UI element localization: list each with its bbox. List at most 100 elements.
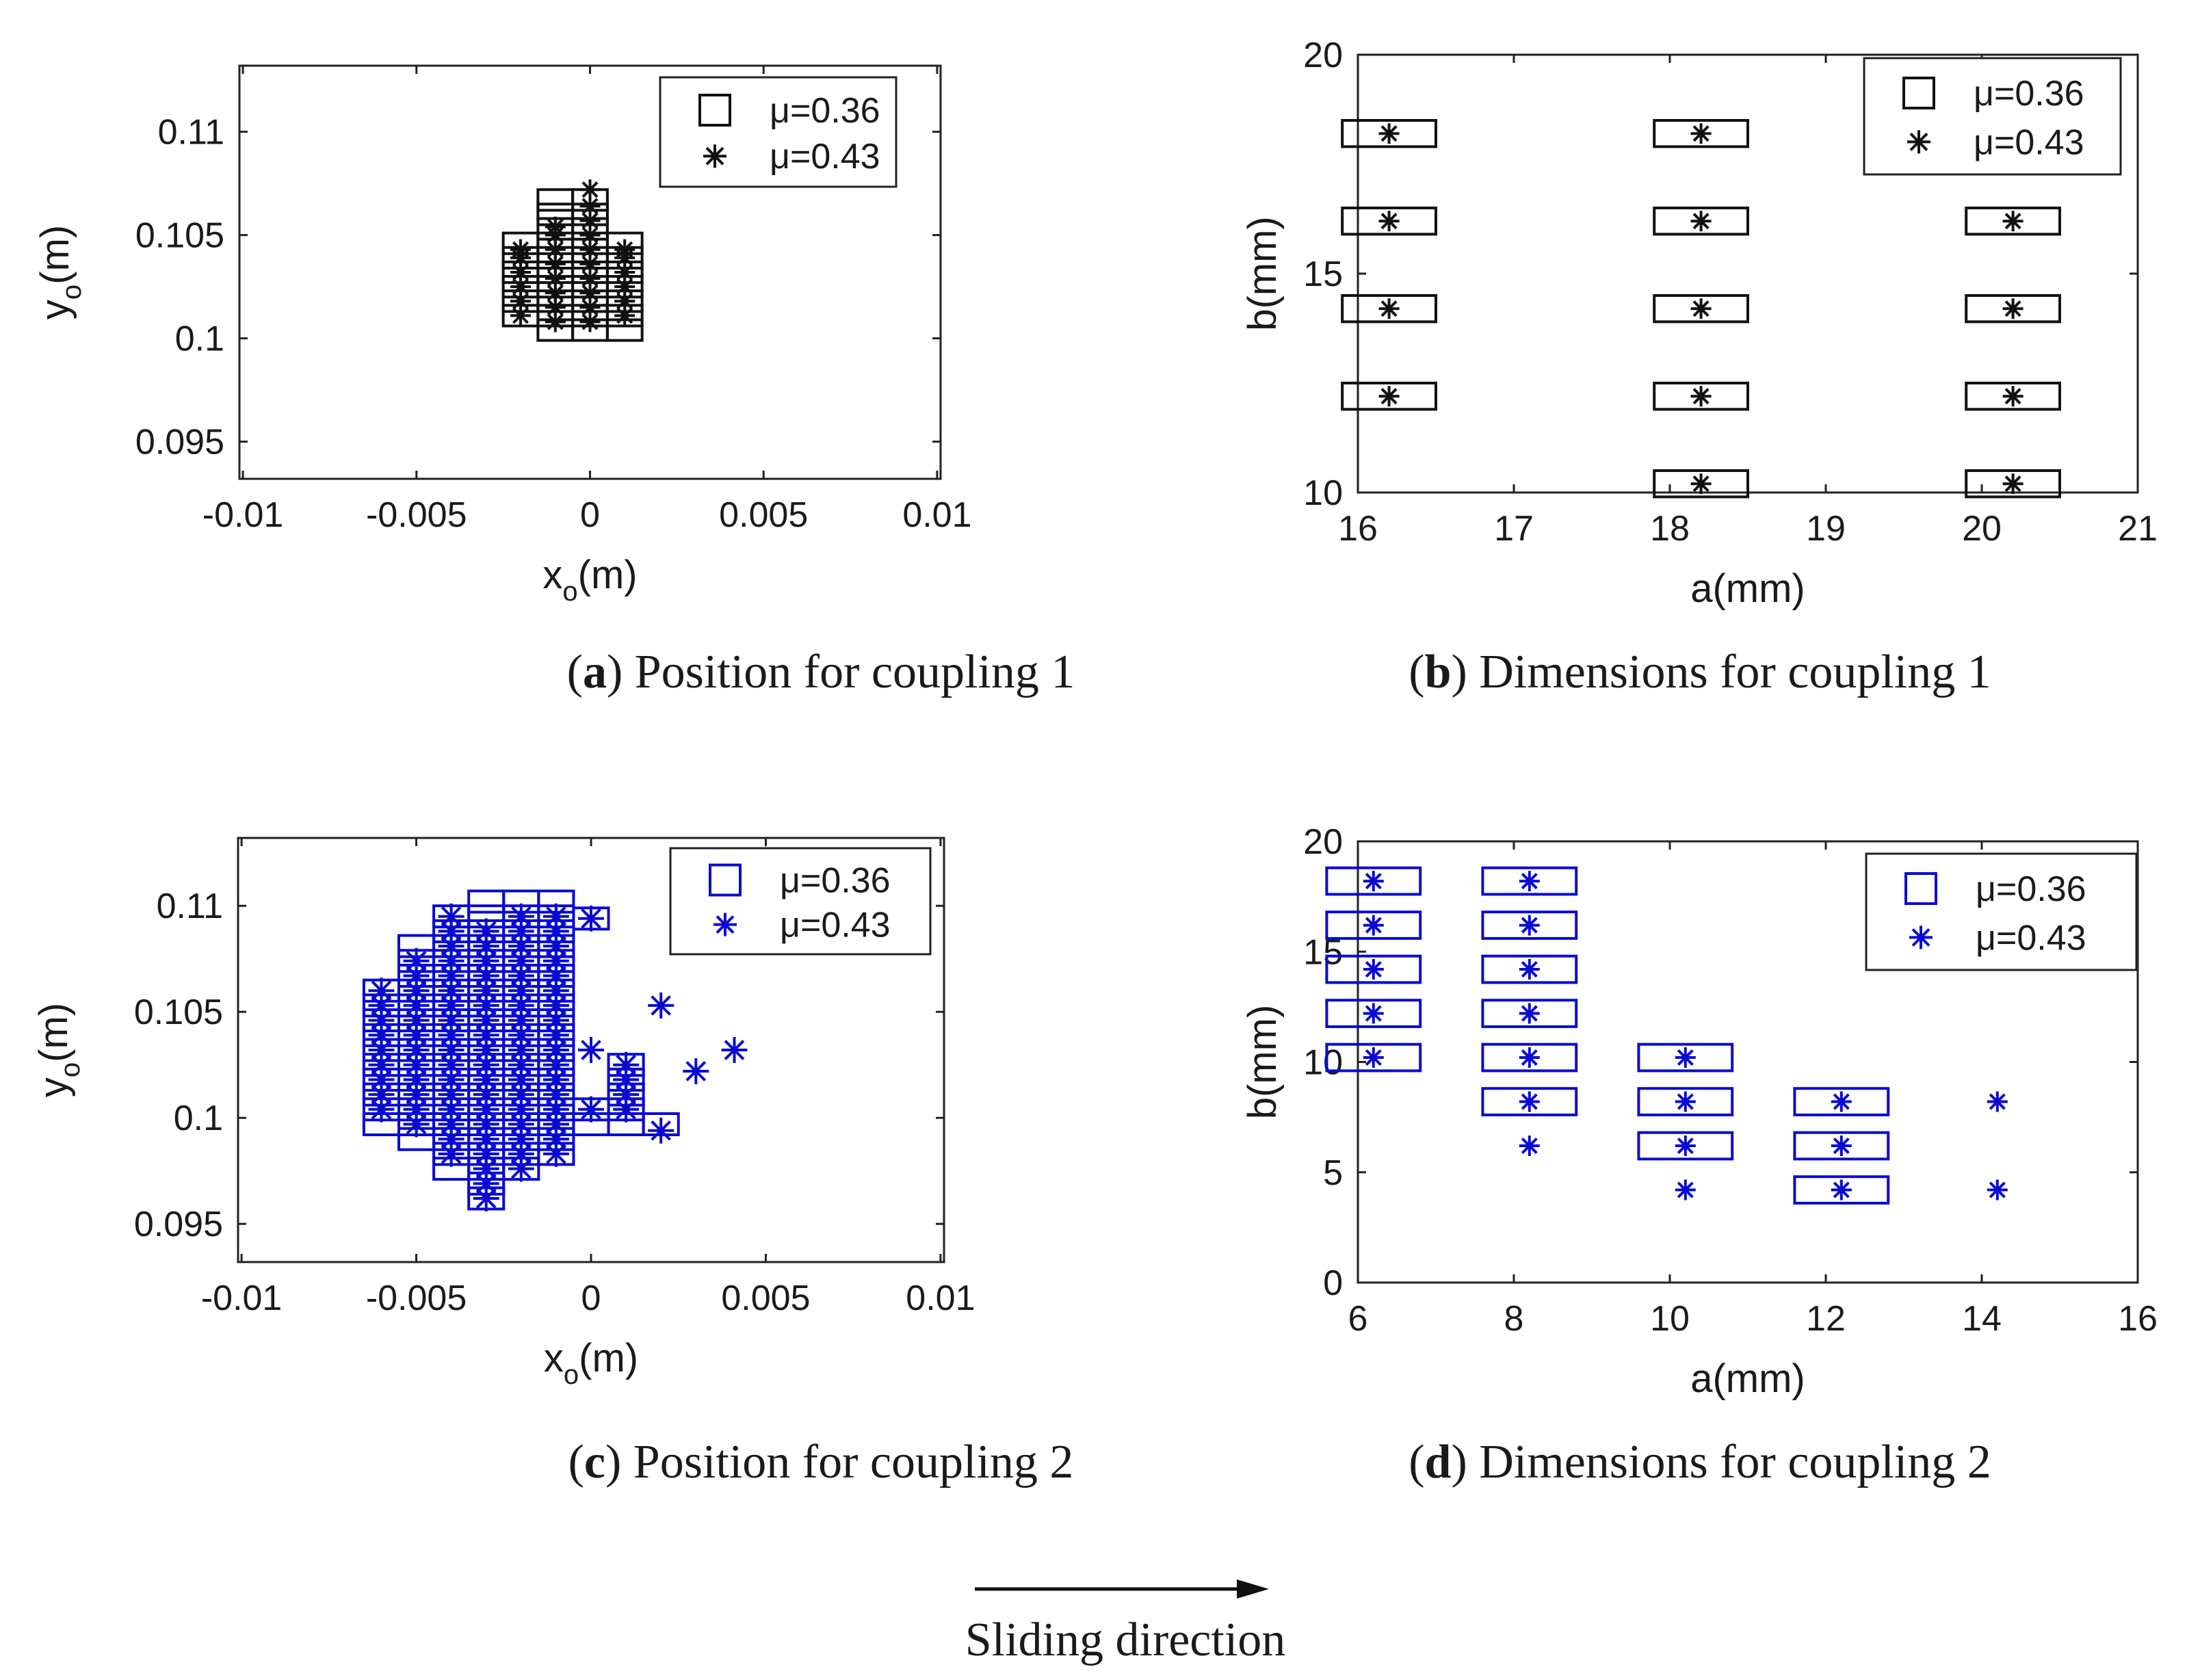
data-point-asterisk [579, 210, 601, 231]
x-tick-label: 0.01 [906, 1278, 975, 1318]
data-point-asterisk [508, 918, 534, 945]
data-point-square [1341, 119, 1437, 148]
data-point-asterisk [1378, 386, 1400, 407]
data-point-asterisk [683, 1058, 709, 1084]
caption-paren-open: ( [567, 646, 583, 698]
data-point-asterisk [542, 1140, 569, 1167]
data-point-asterisk [368, 1007, 395, 1034]
data-point-asterisk [403, 1066, 430, 1093]
y-axis-label-sub: o [57, 285, 87, 300]
data-point-square [1481, 954, 1578, 984]
y-axis-label-unit: (m) [33, 225, 77, 285]
y-axis-label-sub: o [55, 1062, 86, 1077]
data-point-asterisk [613, 1051, 640, 1078]
data-point-asterisk [438, 962, 464, 989]
data-point-asterisk [473, 1111, 499, 1138]
data-point-square [1793, 1175, 1890, 1205]
data-point-square [1793, 1087, 1890, 1116]
data-point-asterisk [438, 918, 464, 945]
data-point-square [1341, 382, 1437, 411]
y-tick-label: 10 [1303, 1043, 1343, 1083]
data-point-asterisk [578, 1096, 604, 1123]
data-point-asterisk [508, 1111, 534, 1138]
x-tick-label: 18 [1650, 509, 1690, 549]
data-point-asterisk [510, 305, 531, 326]
data-point-asterisk [1831, 1136, 1852, 1156]
x-tick-label: 19 [1806, 509, 1846, 549]
data-point-asterisk [368, 977, 395, 1004]
data-point-asterisk [473, 1126, 499, 1153]
x-tick-label: 0.005 [721, 1278, 810, 1318]
x-axis-label-unit: (m) [578, 553, 638, 597]
series-mu-043 [1378, 123, 2024, 495]
data-point-asterisk [473, 1066, 499, 1093]
legend-label: μ=0.43 [770, 137, 880, 176]
data-point-asterisk [542, 1037, 569, 1063]
data-point-asterisk [542, 1022, 569, 1049]
data-point-asterisk [473, 992, 499, 1019]
data-point-asterisk [473, 977, 499, 1004]
legend-square-marker [709, 863, 742, 897]
y-tick-label: 0.095 [135, 423, 224, 462]
data-point-asterisk [473, 1007, 499, 1034]
data-point-asterisk [473, 1022, 499, 1049]
data-point-asterisk [2002, 298, 2024, 319]
series-mu-036 [1341, 119, 2061, 499]
data-point-asterisk [403, 1081, 430, 1108]
data-point-asterisk [508, 1051, 534, 1078]
data-point-asterisk [542, 1081, 569, 1108]
data-point-asterisk [1831, 1179, 1852, 1200]
data-point-asterisk [1378, 123, 1400, 144]
chart-d: 6 8 10 12 14 1605101520a(mm)b(mm)μ=0.36μ=0.43… [1240, 822, 2158, 1488]
data-point-square [1481, 999, 1578, 1028]
legend: μ=0.36 μ=0.43 [659, 76, 898, 188]
data-point-asterisk [542, 1051, 569, 1078]
caption-paren-open: ( [1409, 1436, 1424, 1488]
x-tick-label: 6 [1348, 1299, 1368, 1339]
data-point-asterisk [1690, 298, 1712, 319]
y-tick-label: 0.105 [134, 993, 223, 1032]
x-tick-label: 0 [580, 495, 600, 535]
data-point-asterisk [1378, 298, 1400, 319]
data-point-asterisk [542, 977, 569, 1004]
x-axis-label-main: x [542, 553, 562, 597]
y-axis-label: yo(m) [31, 1003, 86, 1097]
x-axis-label: a(mm) [1690, 1356, 1805, 1401]
y-tick-label: 20 [1303, 822, 1343, 862]
legend-label: μ=0.36 [1974, 74, 2084, 114]
data-point-asterisk [438, 1126, 464, 1153]
data-point-square [1481, 866, 1578, 896]
y-tick-label: 0.1 [174, 1099, 223, 1138]
legend-label: μ=0.36 [780, 861, 891, 901]
x-tick-label: 17 [1494, 509, 1534, 549]
caption-text: ) Position for coupling 1 [607, 646, 1075, 698]
legend-asterisk-marker [1909, 926, 1933, 949]
data-point-asterisk [1987, 1179, 2008, 1200]
data-point-asterisk [614, 276, 636, 298]
data-point-asterisk [1363, 1047, 1384, 1068]
data-point-asterisk [508, 1140, 534, 1167]
data-point-square [1637, 1131, 1734, 1161]
data-point-square [1325, 954, 1422, 984]
data-point-asterisk [1519, 1047, 1540, 1068]
data-point-asterisk [473, 1170, 499, 1197]
x-tick-label: 14 [1962, 1299, 2002, 1339]
data-point-square [1653, 207, 1749, 236]
data-point-asterisk [510, 291, 531, 312]
data-point-asterisk [614, 291, 636, 312]
data-point-asterisk [473, 1037, 499, 1063]
data-point-asterisk [1519, 871, 1540, 892]
data-point-asterisk [1363, 915, 1384, 936]
x-tick-label: -0.01 [201, 1278, 283, 1318]
data-point-square [1341, 294, 1437, 324]
data-point-asterisk [1690, 211, 1712, 232]
legend-label: μ=0.43 [780, 906, 891, 945]
x-axis-label: xo(m) [542, 553, 637, 607]
caption-paren-open: ( [1409, 646, 1424, 698]
data-point-asterisk [403, 1111, 430, 1138]
legend-asterisk-marker [713, 913, 737, 936]
data-point-asterisk [473, 1081, 499, 1108]
data-point-asterisk [403, 1051, 430, 1078]
data-point-asterisk [545, 239, 566, 260]
legend-label: μ=0.43 [1974, 122, 2084, 162]
